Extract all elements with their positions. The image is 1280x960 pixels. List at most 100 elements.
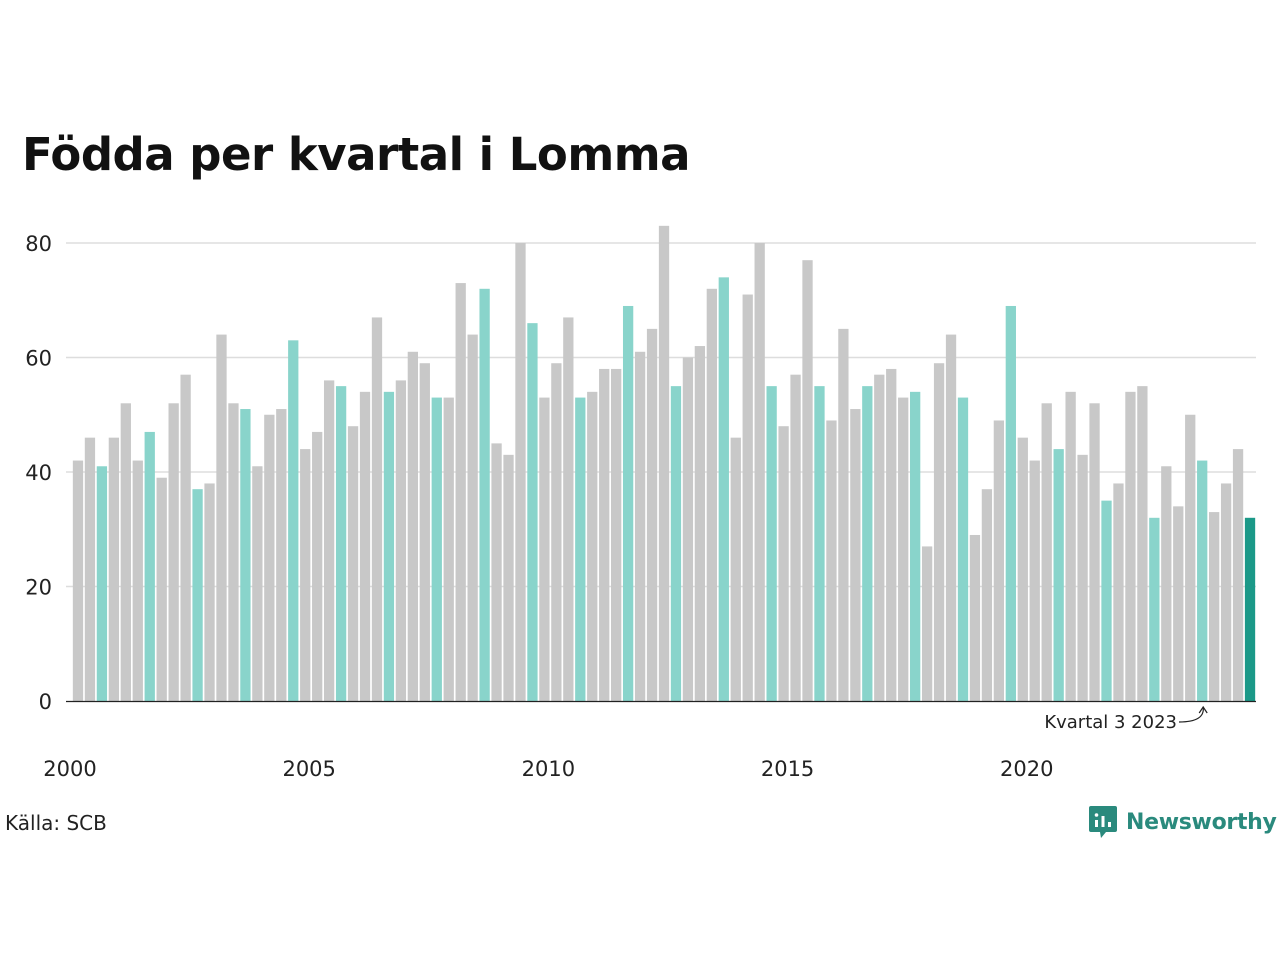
- bar: [84, 437, 96, 701]
- bar: [622, 305, 634, 701]
- bar: [1029, 460, 1040, 701]
- newsworthy-logo-icon: [1089, 806, 1117, 838]
- bar: [288, 340, 299, 701]
- bar: [1053, 449, 1064, 701]
- bar: [670, 386, 682, 702]
- bar: [276, 409, 287, 701]
- bar: [120, 403, 131, 701]
- bar: [933, 363, 945, 701]
- bar: [264, 414, 275, 701]
- bar: [515, 243, 526, 701]
- bar: [144, 431, 155, 701]
- bar: [1161, 466, 1172, 701]
- bar: [383, 391, 395, 701]
- bar: [862, 386, 873, 702]
- bar: [312, 431, 323, 701]
- y-tick-label: 60: [25, 347, 52, 371]
- bar: [1065, 391, 1076, 701]
- bar: [1089, 403, 1100, 701]
- bar: [132, 460, 143, 701]
- bar: [1149, 517, 1160, 701]
- bar: [252, 466, 263, 701]
- bar: [359, 391, 371, 701]
- bar: [790, 374, 801, 701]
- bar: [778, 426, 789, 701]
- bar: [1185, 414, 1196, 701]
- bar: [1209, 512, 1220, 701]
- x-tick-label: 2015: [761, 757, 814, 781]
- bar: [443, 397, 454, 701]
- bar: [766, 386, 777, 702]
- bar: [108, 437, 120, 701]
- bar: [1125, 391, 1136, 701]
- bar: [395, 380, 407, 701]
- bar: [718, 277, 729, 701]
- bar: [300, 449, 311, 701]
- bar: [156, 477, 167, 701]
- bar: [96, 466, 108, 701]
- bar: [802, 260, 813, 701]
- bar: [228, 403, 239, 701]
- bar: [1041, 403, 1052, 701]
- bar: [634, 351, 646, 701]
- brand-name: Newsworthy: [1126, 809, 1277, 835]
- bar: [1017, 437, 1028, 701]
- bar: [874, 374, 885, 701]
- bar: [72, 460, 84, 701]
- bar: [503, 454, 514, 701]
- bar: [682, 357, 694, 701]
- bar: [981, 489, 993, 701]
- bar: [587, 391, 598, 701]
- bar: [335, 386, 347, 702]
- x-tick-label: 2000: [43, 757, 96, 781]
- x-tick-label: 2020: [1000, 757, 1053, 781]
- bar: [754, 243, 765, 701]
- bar: [539, 397, 550, 701]
- bar: [1137, 386, 1148, 702]
- bar: [527, 323, 538, 701]
- annotation: Kvartal 3 2023: [1044, 705, 1208, 733]
- bar: [599, 368, 610, 701]
- y-tick-label: 40: [25, 461, 52, 485]
- bar: [1197, 460, 1208, 701]
- bar: [838, 328, 849, 702]
- bar: [180, 374, 191, 701]
- bar: [814, 386, 825, 702]
- x-tick-label: 2005: [282, 757, 335, 781]
- bar: [957, 397, 969, 701]
- bar: [969, 534, 981, 701]
- bar: [945, 334, 957, 701]
- bar: [910, 391, 921, 701]
- bar: [730, 437, 741, 701]
- bar: [898, 397, 909, 701]
- bar: [575, 397, 586, 701]
- bar: [706, 288, 717, 701]
- bar: [1232, 449, 1244, 701]
- bar: [168, 403, 179, 701]
- brand-logo: Newsworthy: [1088, 804, 1277, 840]
- bar: [455, 283, 466, 701]
- bar: [1005, 305, 1016, 701]
- bar: [1173, 506, 1184, 701]
- x-axis-labels: 2000 2005 2010 2015 2020: [43, 757, 1053, 781]
- bar: [371, 317, 383, 701]
- bar: [551, 363, 562, 701]
- y-axis-labels: 0 20 40 60 80: [25, 232, 52, 714]
- bar: [323, 380, 335, 701]
- bars: [72, 225, 1256, 702]
- annotation-arrowhead: [1198, 705, 1208, 714]
- bar: [491, 443, 502, 702]
- bar: [204, 483, 215, 701]
- annotation-label: Kvartal 3 2023: [1044, 712, 1177, 733]
- bar: [1077, 454, 1088, 701]
- bar: [419, 363, 430, 701]
- bar: [886, 368, 897, 701]
- bar: [850, 409, 861, 701]
- y-tick-label: 20: [25, 576, 52, 600]
- bar: [347, 426, 359, 701]
- bar: [611, 368, 622, 701]
- bar: [1113, 483, 1124, 701]
- bar: [192, 489, 203, 701]
- bar: [479, 288, 490, 701]
- bar: [240, 409, 251, 701]
